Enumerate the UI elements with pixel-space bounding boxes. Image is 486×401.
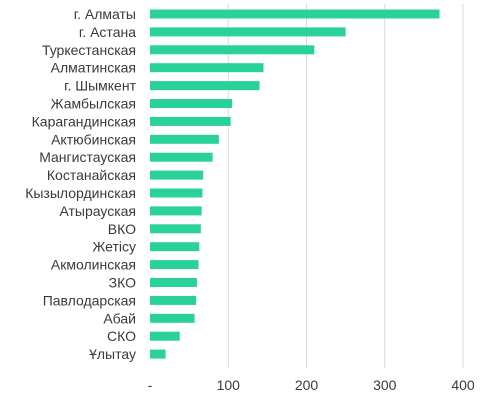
- category-label-15: ЗКО: [109, 275, 136, 291]
- bar-4: [150, 81, 260, 91]
- x-tick-label-0: -: [148, 377, 153, 393]
- category-label-6: Карагандинская: [32, 113, 136, 129]
- bar-15: [150, 278, 197, 287]
- bar-11: [150, 206, 202, 216]
- bar-12: [150, 224, 201, 234]
- category-label-8: Мангистауская: [39, 149, 136, 165]
- category-label-13: Жетісу: [92, 239, 136, 255]
- x-tick-labels: - 100 200 300 400: [148, 377, 475, 393]
- category-label-14: Акмолинская: [51, 257, 136, 273]
- bar-10: [150, 188, 203, 198]
- bar-2: [150, 45, 315, 55]
- category-labels: г. Алматы г. Астана Туркестанская Алматинск…: [25, 6, 136, 362]
- bar-19: [150, 349, 166, 359]
- x-tick-label-1: 100: [217, 377, 241, 393]
- category-label-4: г. Шымкент: [64, 78, 136, 94]
- bar-13: [150, 242, 200, 252]
- bars: [150, 9, 440, 359]
- bar-8: [150, 152, 213, 162]
- category-label-1: г. Астана: [79, 24, 136, 40]
- bar-18: [150, 331, 180, 341]
- bar-9: [150, 170, 204, 180]
- x-tick-label-2: 200: [295, 377, 319, 393]
- category-label-7: Актюбинская: [51, 131, 136, 147]
- bar-17: [150, 313, 195, 323]
- category-label-9: Костанайская: [47, 167, 136, 183]
- category-label-0: г. Алматы: [74, 6, 136, 22]
- category-label-16: Павлодарская: [43, 292, 136, 308]
- category-label-12: ВКО: [108, 221, 136, 237]
- bar-7: [150, 134, 219, 144]
- category-label-17: Абай: [103, 310, 136, 326]
- category-label-3: Алматинская: [51, 60, 136, 76]
- x-tick-label-4: 400: [451, 377, 475, 393]
- bar-14: [150, 260, 199, 270]
- category-label-10: Кызылординская: [25, 185, 136, 201]
- bar-5: [150, 99, 233, 108]
- grid-lines: [227, 4, 464, 368]
- bar-3: [150, 63, 264, 73]
- category-label-19: Ұлытау: [89, 346, 136, 362]
- category-label-18: СКО: [107, 328, 136, 344]
- category-label-2: Туркестанская: [42, 42, 136, 58]
- x-tick-label-3: 300: [373, 377, 397, 393]
- category-label-11: Атырауская: [59, 203, 136, 219]
- bar-1: [150, 27, 346, 37]
- bar-0: [150, 9, 440, 19]
- category-label-5: Жамбылская: [51, 96, 136, 112]
- bar-16: [150, 295, 197, 305]
- bar-6: [150, 116, 231, 126]
